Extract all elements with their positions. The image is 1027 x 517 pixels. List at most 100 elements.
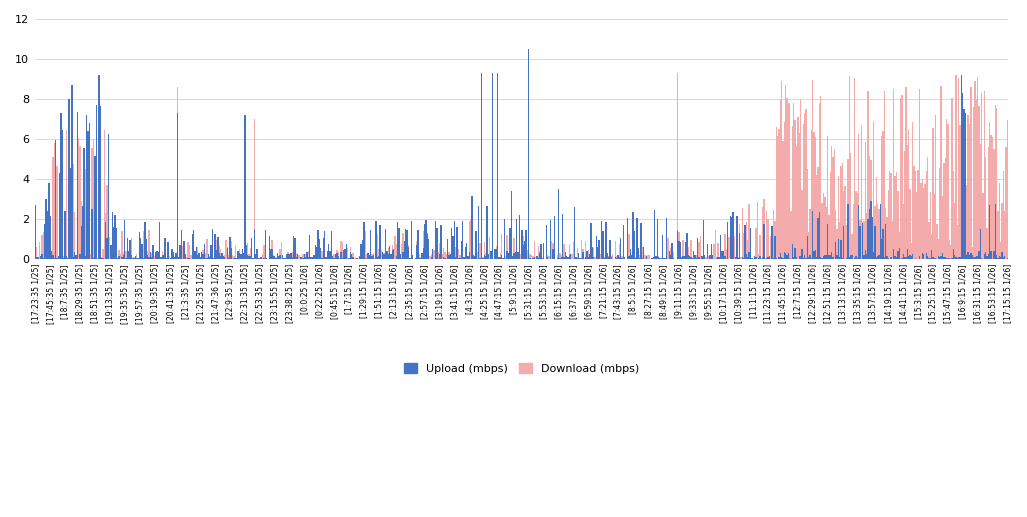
Bar <box>795 120 796 259</box>
Bar <box>1001 203 1002 259</box>
Bar <box>998 183 1000 259</box>
Bar <box>383 254 385 259</box>
Bar <box>1004 211 1005 259</box>
Bar <box>784 122 785 259</box>
Bar <box>773 210 774 259</box>
Bar <box>117 257 118 259</box>
Bar <box>751 258 753 259</box>
Bar <box>298 255 300 259</box>
Bar <box>1001 252 1002 259</box>
Bar <box>570 254 571 259</box>
Bar <box>459 255 460 259</box>
Bar <box>324 254 326 259</box>
Bar <box>638 248 639 259</box>
Bar <box>848 76 850 259</box>
Bar <box>592 247 593 259</box>
Bar <box>599 240 600 259</box>
Bar <box>53 258 55 259</box>
Bar <box>265 230 266 259</box>
Bar <box>921 253 923 259</box>
Bar <box>73 164 74 259</box>
Bar <box>938 256 939 259</box>
Bar <box>647 255 648 259</box>
Bar <box>501 234 502 259</box>
Bar <box>148 231 150 259</box>
Bar <box>113 227 114 259</box>
Bar <box>216 240 217 259</box>
Bar <box>100 249 101 259</box>
Bar <box>207 257 210 259</box>
Bar <box>404 241 405 259</box>
Bar <box>288 254 289 259</box>
Bar <box>808 232 809 259</box>
Bar <box>972 247 973 259</box>
Bar <box>296 253 297 259</box>
Bar <box>685 253 686 259</box>
Bar <box>916 258 917 259</box>
Bar <box>482 258 484 259</box>
Bar <box>838 239 839 259</box>
Bar <box>447 257 449 259</box>
Bar <box>190 255 191 259</box>
Bar <box>747 240 749 259</box>
Bar <box>614 241 616 259</box>
Bar <box>690 256 692 259</box>
Bar <box>104 130 105 259</box>
Bar <box>122 254 124 259</box>
Bar <box>872 217 873 259</box>
Bar <box>767 257 769 259</box>
Bar <box>310 257 312 259</box>
Bar <box>138 258 139 259</box>
Bar <box>582 249 583 259</box>
Bar <box>90 254 91 259</box>
Bar <box>81 225 82 259</box>
Bar <box>719 257 720 259</box>
Bar <box>506 235 507 259</box>
Bar <box>305 254 306 259</box>
Bar <box>994 105 996 259</box>
Bar <box>902 258 903 259</box>
Bar <box>340 240 342 259</box>
Bar <box>585 241 586 259</box>
Bar <box>755 256 757 259</box>
Bar <box>468 221 470 259</box>
Bar <box>813 251 814 259</box>
Bar <box>245 255 246 259</box>
Bar <box>314 245 316 259</box>
Bar <box>110 253 112 259</box>
Bar <box>456 257 458 259</box>
Bar <box>847 204 848 259</box>
Bar <box>228 255 229 259</box>
Bar <box>199 257 201 259</box>
Bar <box>155 252 156 259</box>
Bar <box>906 87 907 259</box>
Bar <box>130 255 132 259</box>
Bar <box>124 258 125 259</box>
Bar <box>415 258 416 259</box>
Bar <box>481 73 482 259</box>
Bar <box>908 129 909 259</box>
Bar <box>835 242 836 259</box>
Bar <box>728 258 729 259</box>
Bar <box>805 109 806 259</box>
Bar <box>703 255 706 259</box>
Bar <box>608 257 609 259</box>
Bar <box>935 258 937 259</box>
Bar <box>870 160 872 259</box>
Bar <box>642 247 643 259</box>
Bar <box>327 251 328 259</box>
Bar <box>402 244 403 259</box>
Bar <box>586 251 587 259</box>
Bar <box>890 257 891 259</box>
Bar <box>581 258 582 259</box>
Bar <box>250 256 251 259</box>
Bar <box>891 221 893 259</box>
Bar <box>757 258 758 259</box>
Bar <box>340 252 342 259</box>
Bar <box>70 168 71 259</box>
Bar <box>45 199 47 259</box>
Bar <box>227 248 228 259</box>
Bar <box>879 236 881 259</box>
Bar <box>702 249 703 259</box>
Bar <box>656 233 658 259</box>
